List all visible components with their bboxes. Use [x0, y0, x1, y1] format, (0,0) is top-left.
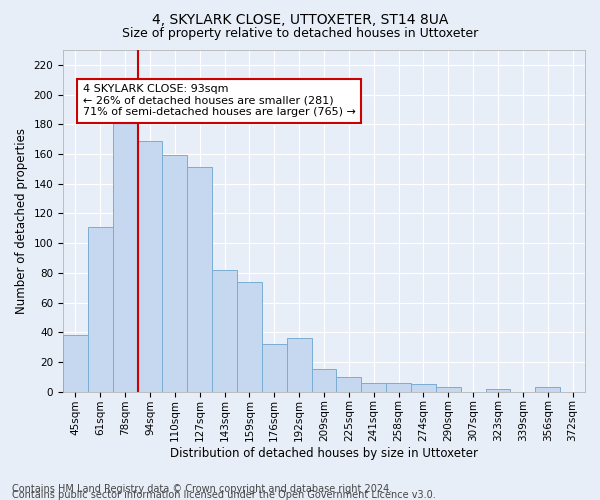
- Bar: [163, 156, 187, 392]
- Text: Size of property relative to detached houses in Uttoxeter: Size of property relative to detached ho…: [122, 28, 478, 40]
- Bar: [287, 338, 311, 392]
- Bar: [88, 227, 113, 392]
- Bar: [187, 168, 212, 392]
- Bar: [63, 335, 88, 392]
- Bar: [237, 282, 262, 392]
- Bar: [137, 140, 163, 392]
- Bar: [411, 384, 436, 392]
- Bar: [386, 383, 411, 392]
- X-axis label: Distribution of detached houses by size in Uttoxeter: Distribution of detached houses by size …: [170, 447, 478, 460]
- Bar: [535, 387, 560, 392]
- Bar: [311, 370, 337, 392]
- Text: Contains public sector information licensed under the Open Government Licence v3: Contains public sector information licen…: [12, 490, 436, 500]
- Text: 4 SKYLARK CLOSE: 93sqm
← 26% of detached houses are smaller (281)
71% of semi-de: 4 SKYLARK CLOSE: 93sqm ← 26% of detached…: [83, 84, 356, 117]
- Bar: [436, 387, 461, 392]
- Bar: [485, 388, 511, 392]
- Text: 4, SKYLARK CLOSE, UTTOXETER, ST14 8UA: 4, SKYLARK CLOSE, UTTOXETER, ST14 8UA: [152, 12, 448, 26]
- Text: Contains HM Land Registry data © Crown copyright and database right 2024.: Contains HM Land Registry data © Crown c…: [12, 484, 392, 494]
- Bar: [337, 377, 361, 392]
- Bar: [113, 123, 137, 392]
- Y-axis label: Number of detached properties: Number of detached properties: [15, 128, 28, 314]
- Bar: [262, 344, 287, 392]
- Bar: [212, 270, 237, 392]
- Bar: [361, 383, 386, 392]
